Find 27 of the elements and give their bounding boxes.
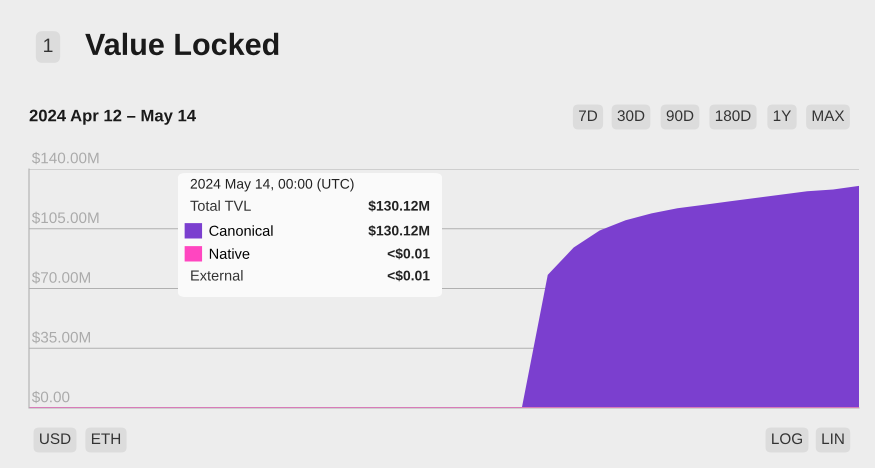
chart-title: Value Locked <box>85 32 278 56</box>
annotation: <$0.01 <box>388 248 430 260</box>
legend-label: Canonical <box>209 225 273 236</box>
text: 90D <box>666 110 694 122</box>
text: MAX <box>812 110 844 121</box>
chart-subtitle: 2024 Apr 12 – May 14 <box>30 110 196 125</box>
y-tick-label: $0.00 <box>32 390 70 404</box>
text: USD <box>40 433 70 444</box>
annotation: <$0.01 <box>388 270 430 282</box>
text: LIN <box>822 433 844 444</box>
text: 30D <box>618 110 644 122</box>
y-tick-label: $35.00M <box>32 331 90 344</box>
text: 180D <box>716 110 751 122</box>
y-tick-label: $70.00M <box>32 271 90 284</box>
annotation: $130.12M <box>368 200 430 212</box>
text: LOG <box>772 433 802 444</box>
text: 1Y <box>774 110 792 121</box>
y-tick-label: $140.00M <box>32 152 98 164</box>
annotation: External <box>191 270 243 281</box>
text: ETH <box>92 433 120 444</box>
text: 1 <box>44 38 52 52</box>
text: 7D <box>579 110 598 121</box>
annotation: Total TVL <box>190 200 251 211</box>
annotation: 2024 May 14, 00:00 (UTC) <box>190 178 354 192</box>
y-tick-label: $105.00M <box>32 212 98 224</box>
legend-label: Native <box>210 248 250 259</box>
annotation: $130.12M <box>368 225 430 236</box>
